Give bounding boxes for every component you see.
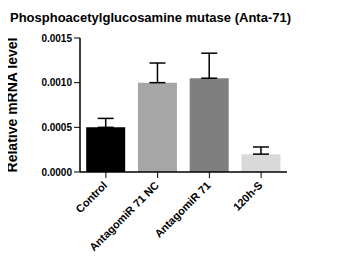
svg-text:120h-S: 120h-S: [231, 179, 265, 213]
svg-text:0.0015: 0.0015: [41, 33, 72, 44]
html-text:Phosphoacetylglucosamine mutas: Phosphoacetylglucosamine mutase (Anta-71…: [10, 10, 291, 25]
svg-text:0.0005: 0.0005: [41, 122, 72, 133]
svg-text:0.0010: 0.0010: [41, 77, 72, 88]
svg-text:AntagomiR 71 NC: AntagomiR 71 NC: [87, 179, 161, 253]
svg-text:0.0000: 0.0000: [41, 167, 72, 178]
svg-text:Control: Control: [73, 179, 109, 215]
svg-text:Relative mRNA level: Relative mRNA level: [8, 38, 20, 173]
svg-text:AntagomiR 71: AntagomiR 71: [152, 179, 213, 240]
